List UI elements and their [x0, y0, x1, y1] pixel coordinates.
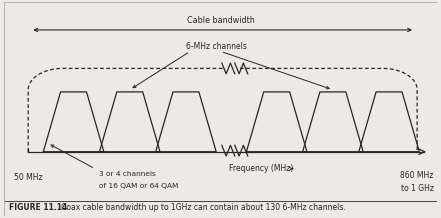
Text: 3 or 4 channels: 3 or 4 channels	[100, 171, 156, 177]
Text: 860 MHz: 860 MHz	[400, 171, 434, 180]
Text: 50 MHz: 50 MHz	[14, 173, 42, 182]
Text: Frequency (MHz): Frequency (MHz)	[229, 164, 294, 173]
Text: Cable bandwidth: Cable bandwidth	[187, 16, 254, 25]
Text: 6-MHz channels: 6-MHz channels	[186, 42, 247, 51]
Text: of 16 QAM or 64 QAM: of 16 QAM or 64 QAM	[100, 183, 179, 189]
Text: Coax cable bandwidth up to 1GHz can contain about 130 6-MHz channels.: Coax cable bandwidth up to 1GHz can cont…	[54, 203, 346, 212]
Text: FIGURE 11.14: FIGURE 11.14	[9, 203, 67, 212]
Text: to 1 GHz: to 1 GHz	[400, 184, 434, 193]
